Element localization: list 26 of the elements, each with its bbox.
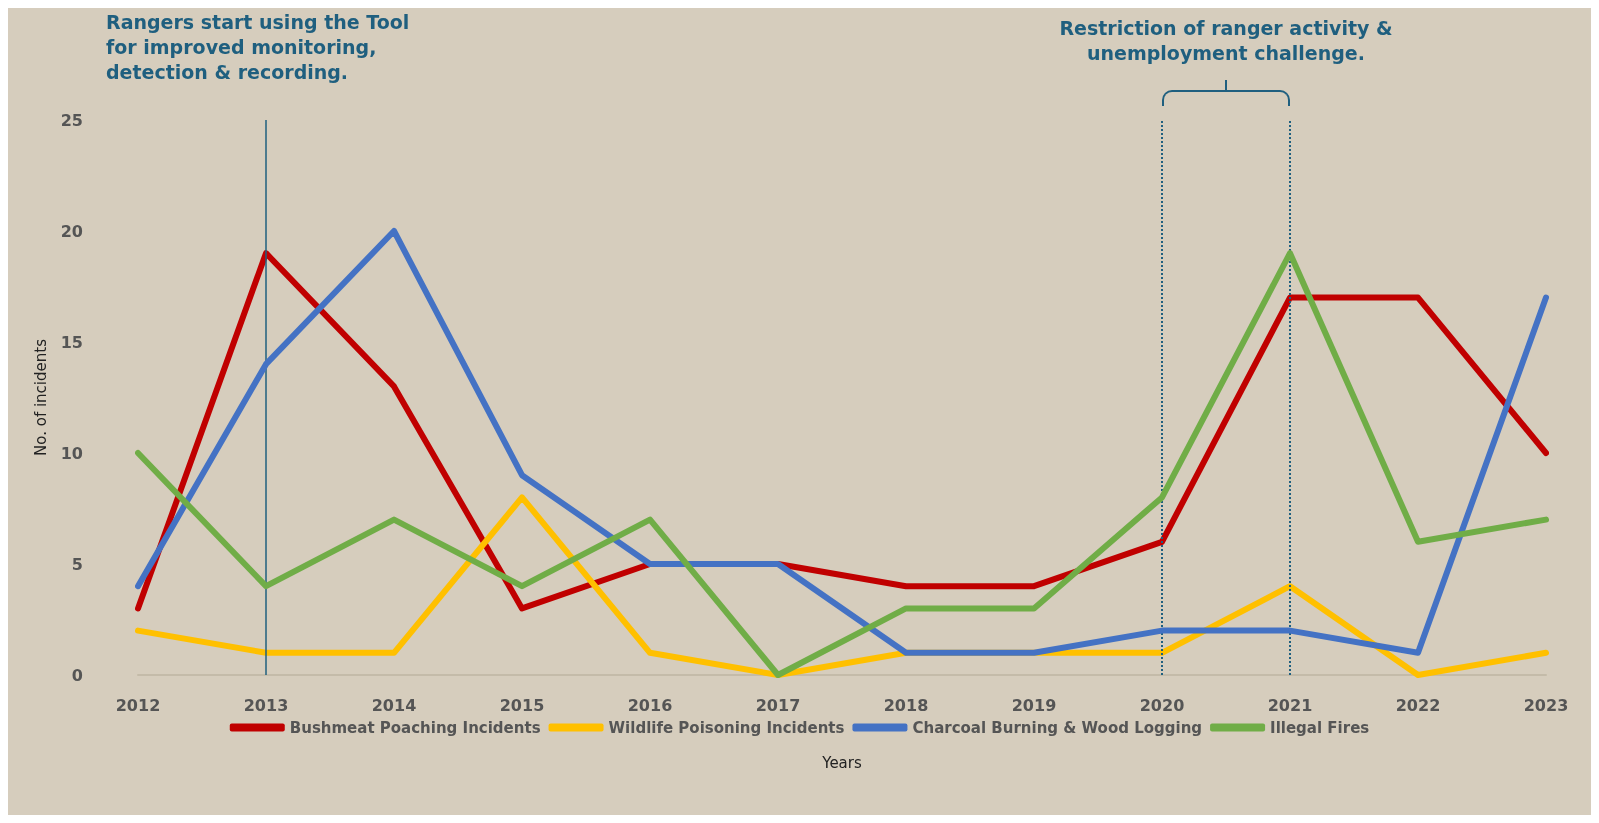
x-tick-label: 2013 (243, 695, 289, 715)
y-tick-label: 20 (60, 221, 83, 241)
y-tick-label: 25 (60, 110, 83, 130)
y-tick-label: 5 (71, 554, 83, 574)
x-axis-title: Years (821, 753, 862, 772)
legend-label: Illegal Fires (1270, 718, 1370, 737)
y-tick-label: 15 (60, 332, 83, 352)
legend-label: Charcoal Burning & Wood Logging (912, 718, 1203, 737)
x-tick-label: 2018 (883, 695, 929, 715)
x-tick-label: 2017 (755, 695, 801, 715)
x-tick-label: 2014 (371, 695, 417, 715)
y-tick-label: 10 (60, 443, 83, 463)
ref-line-label: Rangers start using the Tool for improved monitoring, detection & recording. (106, 10, 436, 85)
x-tick-label: 2022 (1395, 695, 1441, 715)
x-tick-label: 2019 (1011, 695, 1057, 715)
x-tick-label: 2023 (1523, 695, 1569, 715)
y-tick-label: 0 (71, 665, 83, 685)
x-tick-label: 2012 (115, 695, 161, 715)
text: Restriction of ranger activity & unemployment challenge. (1058, 16, 1394, 66)
x-tick-label: 2021 (1267, 695, 1313, 715)
y-axis-title: No. of incidents (31, 338, 50, 456)
x-tick-label: 2020 (1139, 695, 1185, 715)
x-tick-label: 2015 (499, 695, 545, 715)
x-tick-label: 2016 (627, 695, 673, 715)
legend-label: Wildlife Poisoning Incidents (608, 718, 845, 737)
legend-label: Bushmeat Poaching Incidents (289, 718, 541, 737)
